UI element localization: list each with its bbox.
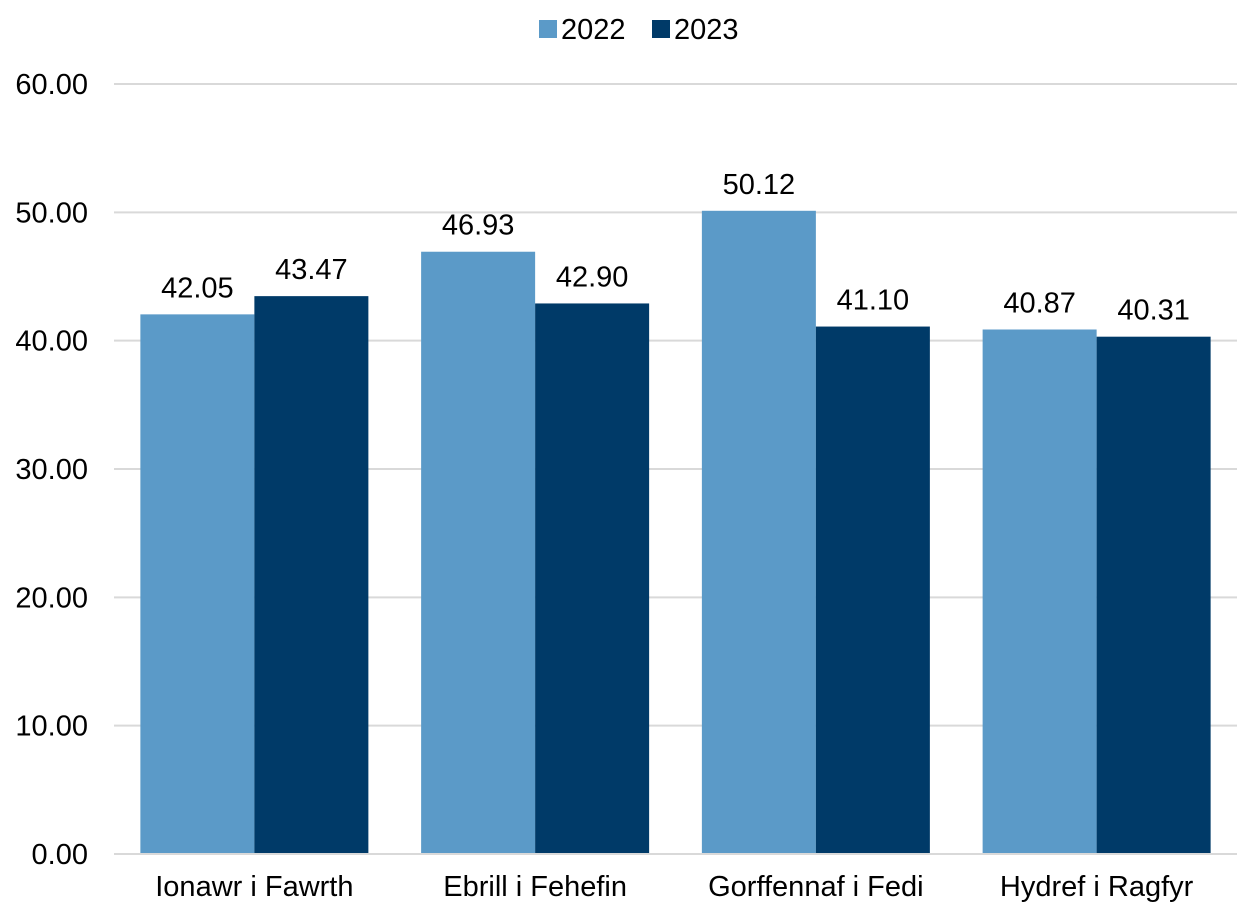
legend-swatch-2023 xyxy=(652,20,670,38)
data-labels: 42.05 43.47 46.93 42.90 50.12 41.10 40.87 40.31 xyxy=(161,169,1190,327)
bar-2022 xyxy=(701,210,816,854)
bars xyxy=(140,210,1211,854)
y-tick-label: 10.00 xyxy=(15,711,88,743)
y-tick-label: 0.00 xyxy=(32,839,88,871)
y-tick-label: 60.00 xyxy=(15,69,88,101)
y-tick-label: 30.00 xyxy=(15,454,88,486)
bar-2022 xyxy=(140,314,255,854)
y-tick-label: 20.00 xyxy=(15,582,88,614)
x-tick-label: Ebrill i Fehefin xyxy=(443,871,627,903)
legend: 2022 2023 xyxy=(539,14,739,46)
bar-2023 xyxy=(815,326,930,854)
x-axis: Ionawr i Fawrth Ebrill i Fehefin Gorffenna… xyxy=(114,853,1237,903)
bar-2023 xyxy=(254,296,369,854)
x-tick-label: Gorffennaf i Fedi xyxy=(708,871,923,903)
y-tick-label: 40.00 xyxy=(15,326,88,358)
y-tick-label: 50.00 xyxy=(15,197,88,229)
legend-swatch-2022 xyxy=(539,20,557,38)
data-label: 50.12 xyxy=(723,169,796,201)
data-label: 43.47 xyxy=(275,254,348,286)
data-label: 42.90 xyxy=(556,261,629,293)
data-label: 41.10 xyxy=(837,285,910,317)
legend-label: 2022 xyxy=(561,14,626,46)
x-tick-label: Hydref i Ragfyr xyxy=(1000,871,1194,903)
data-label: 46.93 xyxy=(442,210,515,242)
data-label: 40.87 xyxy=(1003,288,1076,320)
bar-2022 xyxy=(421,251,536,854)
x-tick-label: Ionawr i Fawrth xyxy=(155,871,353,903)
bar-2023 xyxy=(1096,336,1211,854)
data-label: 42.05 xyxy=(161,272,234,304)
legend-label: 2023 xyxy=(674,14,739,46)
y-axis: 0.00 10.00 20.00 30.00 40.00 50.00 60.00 xyxy=(15,69,88,871)
bar-2023 xyxy=(535,303,650,854)
data-label: 40.31 xyxy=(1117,295,1190,327)
bar-2022 xyxy=(982,329,1097,854)
